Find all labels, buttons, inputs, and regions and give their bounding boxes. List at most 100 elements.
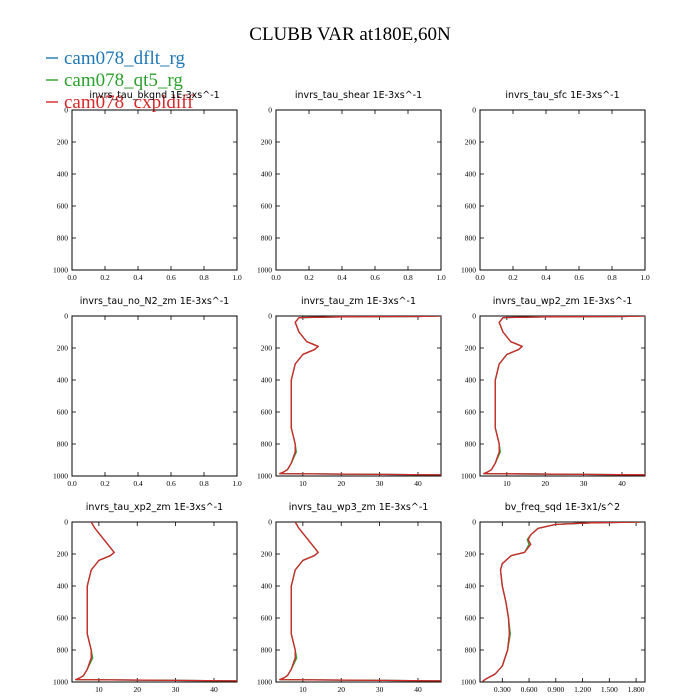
y-tick-label: 0 xyxy=(268,106,272,115)
panel: invrs_tau_wp2_zm 1E-3xs^-1 0 200 400 600 800 1… xyxy=(461,296,646,488)
x-tick-label: 20 xyxy=(337,685,345,694)
y-tick-label: 0 xyxy=(64,106,68,115)
figure-title: CLUBB VAR at180E,60N xyxy=(249,24,451,45)
x-tick-label: 0.8 xyxy=(607,273,617,282)
x-tick-label: 0.2 xyxy=(100,273,110,282)
series-line xyxy=(75,522,237,682)
x-tick-label: 1.0 xyxy=(232,273,242,282)
panel: bv_freq_sqd 1E-3x1/s^2 0 200 400 600 800 1000 0… xyxy=(461,502,646,694)
y-tick-label: 0 xyxy=(472,312,476,321)
panel-title: invrs_tau_bkgnd 1E-3xs^-1 xyxy=(89,90,219,101)
x-tick-label: 1.500 xyxy=(601,685,618,694)
y-tick-label: 400 xyxy=(57,376,69,385)
panel: invrs_tau_wp3_zm 1E-3xs^-1 0 200 400 600 800 1… xyxy=(257,502,442,694)
y-tick-label: 600 xyxy=(261,408,273,417)
panel-title: invrs_tau_xp2_zm 1E-3xs^-1 xyxy=(86,502,223,513)
series-line xyxy=(75,522,237,682)
plot-frame xyxy=(71,521,238,683)
y-tick-label: 1000 xyxy=(53,472,68,481)
series-line xyxy=(279,316,441,476)
y-tick-label: 1000 xyxy=(461,678,476,687)
plot-frame xyxy=(275,521,442,683)
panel-title: invrs_tau_zm 1E-3xs^-1 xyxy=(301,296,416,307)
x-tick-label: 0.300 xyxy=(494,685,511,694)
y-tick-label: 200 xyxy=(465,344,477,353)
x-tick-label: 0.6 xyxy=(574,273,584,282)
x-tick-label: 20 xyxy=(541,479,549,488)
series-line xyxy=(483,316,645,476)
y-tick-label: 600 xyxy=(57,202,69,211)
y-tick-label: 400 xyxy=(261,376,273,385)
x-tick-label: 10 xyxy=(299,685,307,694)
x-tick-label: 40 xyxy=(618,479,626,488)
y-tick-label: 200 xyxy=(57,344,69,353)
panel: invrs_tau_no_N2_zm 1E-3xs^-1 0 200 400 600 80… xyxy=(53,296,242,488)
panel: invrs_tau_shear 1E-3xs^-1 0 200 400 600 800 10… xyxy=(257,90,446,282)
x-tick-label: 0.0 xyxy=(67,273,77,282)
y-tick-label: 600 xyxy=(465,202,477,211)
plot-frame xyxy=(479,109,646,271)
series-line xyxy=(75,522,237,682)
x-tick-label: 10 xyxy=(95,685,103,694)
panel-title: invrs_tau_shear 1E-3xs^-1 xyxy=(295,90,422,101)
series-line xyxy=(279,522,441,682)
y-tick-label: 0 xyxy=(472,518,476,527)
x-tick-label: 40 xyxy=(414,685,422,694)
plot-frame xyxy=(71,315,238,477)
x-tick-label: 0.8 xyxy=(199,273,209,282)
y-tick-label: 800 xyxy=(57,234,69,243)
panel: invrs_tau_zm 1E-3xs^-1 0 200 400 600 800 1000 1… xyxy=(257,296,442,488)
x-tick-label: 0.2 xyxy=(304,273,314,282)
x-tick-label: 0.4 xyxy=(337,273,347,282)
y-tick-label: 200 xyxy=(57,550,69,559)
y-tick-label: 600 xyxy=(57,614,69,623)
panel-title: invrs_tau_wp3_zm 1E-3xs^-1 xyxy=(289,502,429,513)
y-tick-label: 800 xyxy=(261,440,273,449)
series-line xyxy=(279,522,441,682)
legend-label: cam078_cxpldiff xyxy=(64,92,194,113)
y-tick-label: 200 xyxy=(261,344,273,353)
y-tick-label: 600 xyxy=(465,408,477,417)
x-tick-label: 1.0 xyxy=(640,273,650,282)
y-tick-label: 200 xyxy=(261,550,273,559)
y-tick-label: 600 xyxy=(261,202,273,211)
y-tick-label: 800 xyxy=(465,440,477,449)
y-tick-label: 800 xyxy=(57,646,69,655)
plot-frame xyxy=(479,315,646,477)
panel: invrs_tau_sfc 1E-3xs^-1 0 200 400 600 800 1000… xyxy=(461,90,650,282)
x-tick-label: 0.0 xyxy=(475,273,485,282)
panels: invrs_tau_bkgnd 1E-3xs^-1020040060080010… xyxy=(53,90,650,694)
panel-title: bv_freq_sqd 1E-3x1/s^2 xyxy=(505,502,620,513)
y-tick-label: 1000 xyxy=(53,266,68,275)
series-line xyxy=(279,316,441,476)
x-tick-label: 10 xyxy=(299,479,307,488)
series-line xyxy=(279,316,441,476)
x-tick-label: 30 xyxy=(580,479,588,488)
x-tick-label: 0.0 xyxy=(271,273,281,282)
x-tick-label: 30 xyxy=(172,685,180,694)
y-tick-label: 1000 xyxy=(257,266,272,275)
x-tick-label: 1.0 xyxy=(232,479,242,488)
series-line xyxy=(482,522,641,682)
y-tick-label: 1000 xyxy=(461,472,476,481)
x-tick-label: 10 xyxy=(503,479,511,488)
x-tick-label: 30 xyxy=(376,685,384,694)
x-tick-label: 40 xyxy=(210,685,218,694)
x-tick-label: 0.2 xyxy=(100,479,110,488)
y-tick-label: 800 xyxy=(57,440,69,449)
panel-title: invrs_tau_no_N2_zm 1E-3xs^-1 xyxy=(80,296,229,307)
panel: invrs_tau_bkgnd 1E-3xs^-1 0 200 400 600 800 10… xyxy=(53,90,242,282)
x-tick-label: 0.8 xyxy=(403,273,413,282)
y-tick-label: 800 xyxy=(465,234,477,243)
panel-title: invrs_tau_wp2_zm 1E-3xs^-1 xyxy=(493,296,633,307)
plot-frame xyxy=(275,109,442,271)
x-tick-label: 40 xyxy=(414,479,422,488)
y-tick-label: 600 xyxy=(57,408,69,417)
y-tick-label: 0 xyxy=(64,518,68,527)
y-tick-label: 0 xyxy=(268,518,272,527)
x-tick-label: 30 xyxy=(376,479,384,488)
x-tick-label: 0.4 xyxy=(133,273,143,282)
panel: invrs_tau_xp2_zm 1E-3xs^-1 0 200 400 600 800 1… xyxy=(53,502,238,694)
plot-frame xyxy=(479,521,646,683)
